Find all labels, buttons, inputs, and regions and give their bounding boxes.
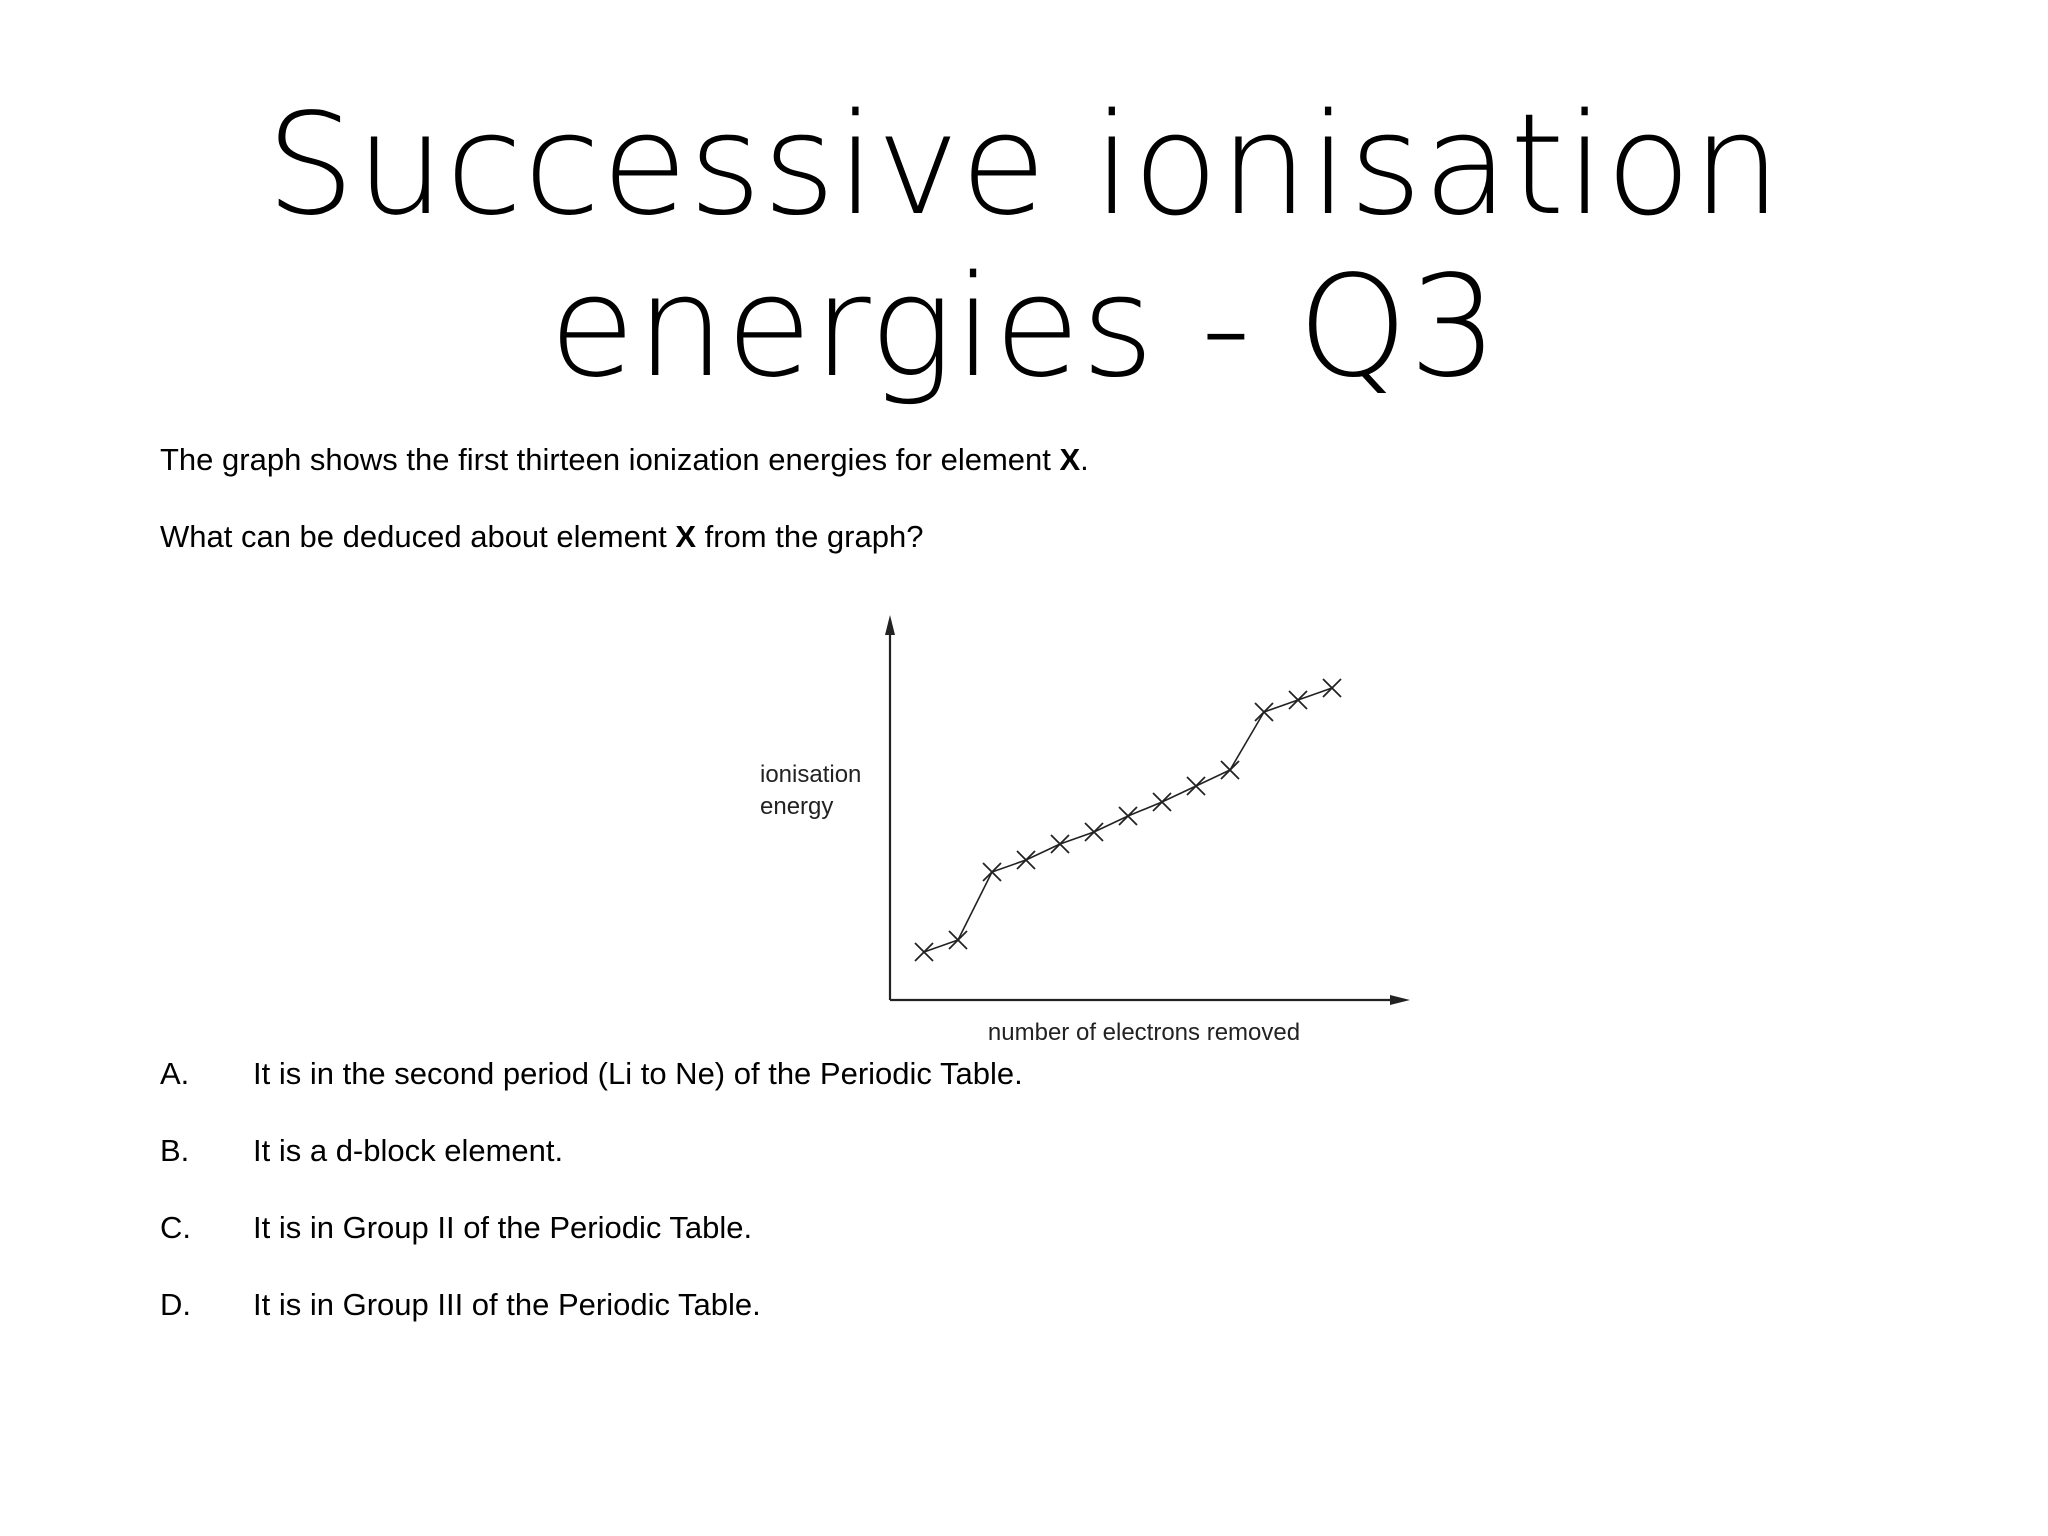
option-letter: D. <box>160 1287 191 1322</box>
marker-stroke <box>982 862 1002 882</box>
option-text: It is in Group III of the Periodic Table… <box>253 1287 761 1322</box>
answer-option-a[interactable]: A. It is in the second period (Li to Ne) … <box>160 1054 1023 1094</box>
slide-title-line2: energies - Q3 <box>549 246 1499 409</box>
data-markers <box>914 678 1342 962</box>
question-intro-text: The graph shows the first thirteen ioniz… <box>160 442 1060 477</box>
question-intro: The graph shows the first thirteen ioniz… <box>160 440 1089 480</box>
question-prompt-text: What can be deduced about element <box>160 519 676 554</box>
data-point-12 <box>1288 690 1308 710</box>
answer-option-b[interactable]: B. It is a d-block element. <box>160 1131 563 1171</box>
question-prompt: What can be deduced about element X from… <box>160 517 923 557</box>
marker-stroke <box>1186 776 1206 796</box>
marker-stroke <box>1118 806 1138 826</box>
question-intro-end: . <box>1080 442 1089 477</box>
y-axis-label-line1: ionisation <box>760 761 861 788</box>
data-point-2 <box>948 930 968 950</box>
data-point-4 <box>1016 850 1036 870</box>
marker-stroke <box>1016 850 1036 870</box>
option-text: It is in Group II of the Periodic Table. <box>253 1210 753 1245</box>
marker-stroke <box>1152 792 1172 812</box>
option-letter: A. <box>160 1056 190 1091</box>
data-point-10 <box>1220 760 1240 780</box>
option-text: It is a d-block element. <box>253 1133 564 1168</box>
slide-title: Successive ionisation energies - Q3 <box>0 85 2048 409</box>
data-point-9 <box>1186 776 1206 796</box>
y-axis-arrow <box>885 615 895 635</box>
data-point-13 <box>1322 678 1342 698</box>
element-label: X <box>675 519 696 554</box>
marker-stroke <box>1084 822 1104 842</box>
y-axis-label-line2: energy <box>760 793 833 820</box>
marker-stroke <box>948 930 968 950</box>
data-point-6 <box>1084 822 1104 842</box>
x-axis-arrow <box>1390 995 1410 1005</box>
series-line <box>923 687 1333 953</box>
question-prompt-end: from the graph? <box>696 519 924 554</box>
data-point-8 <box>1152 792 1172 812</box>
data-point-3 <box>982 862 1002 882</box>
marker-stroke <box>1050 834 1070 854</box>
slide-title-line1: Successive ionisation <box>265 84 1783 247</box>
data-point-7 <box>1118 806 1138 826</box>
element-label: X <box>1059 442 1081 477</box>
option-letter: C. <box>160 1210 191 1245</box>
marker-stroke <box>1254 702 1274 722</box>
marker-stroke <box>1288 690 1308 710</box>
data-point-1 <box>914 942 934 962</box>
marker-stroke <box>1322 678 1342 698</box>
ionisation-energy-chart: ionisation energy number of electrons re… <box>760 615 1410 1046</box>
option-text: It is in the second period (Li to Ne) of… <box>253 1056 1023 1091</box>
marker-stroke <box>914 942 934 962</box>
option-letter: B. <box>160 1133 190 1168</box>
data-point-11 <box>1254 702 1274 722</box>
x-axis-label: number of electrons removed <box>988 1019 1300 1046</box>
chart-axes <box>885 615 1410 1005</box>
data-point-5 <box>1050 834 1070 854</box>
answer-option-d[interactable]: D. It is in Group III of the Periodic Tab… <box>160 1285 761 1325</box>
marker-stroke <box>1220 760 1240 780</box>
answer-option-c[interactable]: C. It is in Group II of the Periodic Tabl… <box>160 1208 752 1248</box>
